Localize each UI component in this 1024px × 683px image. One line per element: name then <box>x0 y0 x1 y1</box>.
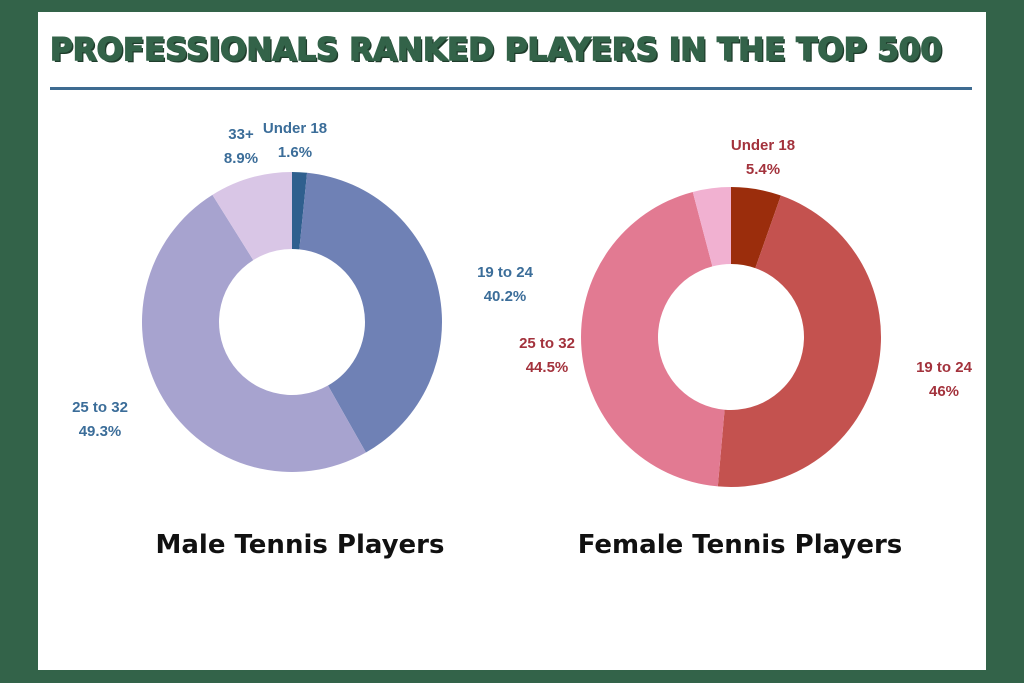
slice-category-25-to-32: 25 to 32 <box>72 399 128 416</box>
slice-value-19-to-24: 40.2% <box>484 288 527 305</box>
slice-25-to-32 <box>580 191 725 487</box>
slice-category-19-to-24: 19 to 24 <box>916 359 973 376</box>
slice-label-19-to-24: 19 to 24 40.2% <box>477 264 534 305</box>
slice-category-under-18: Under 18 <box>731 137 795 154</box>
slice-category-19-to-24: 19 to 24 <box>477 264 534 281</box>
slice-under-18 <box>731 187 781 269</box>
slice-value-19-to-24: 46% <box>929 383 959 400</box>
slice-label-25-to-32: 25 to 32 44.5% <box>519 335 575 376</box>
slice-19-to-24 <box>299 172 442 453</box>
slice-label-under-18: Under 18 1.6% <box>263 120 327 161</box>
slice-other <box>692 187 731 267</box>
slice-category-25-to-32: 25 to 32 <box>519 335 575 352</box>
slice-25-to-32 <box>142 194 366 472</box>
slice-value-33-plus: 8.9% <box>224 150 258 167</box>
slice-value-under-18: 1.6% <box>278 144 312 161</box>
slice-category-33-plus: 33+ <box>228 126 254 143</box>
male-donut-chart: Under 18 1.6% 19 to 24 40.2% 25 to 32 49.3% 33… <box>72 120 534 472</box>
slice-value-under-18: 5.4% <box>746 161 780 178</box>
page-title: PROFESSIONALS RANKED PLAYERS IN THE TOP … <box>49 31 942 69</box>
slice-label-25-to-32: 25 to 32 49.3% <box>72 399 128 440</box>
slice-under-18 <box>292 172 308 250</box>
slice-value-25-to-32: 49.3% <box>79 423 122 440</box>
title-divider <box>50 87 972 90</box>
female-chart-caption: Female Tennis Players <box>577 530 903 560</box>
female-donut-chart: Under 18 5.4% 19 to 24 46% 25 to 32 44.5% <box>519 137 973 487</box>
slice-label-under-18: Under 18 5.4% <box>731 137 795 178</box>
slice-label-33-plus: 33+ 8.9% <box>224 126 258 167</box>
male-chart-caption: Male Tennis Players <box>155 530 445 560</box>
slice-value-25-to-32: 44.5% <box>526 359 569 376</box>
slice-label-19-to-24: 19 to 24 46% <box>916 359 973 400</box>
slice-category-under-18: Under 18 <box>263 120 327 137</box>
slice-33-plus <box>212 172 292 261</box>
slice-19-to-24 <box>717 195 882 487</box>
